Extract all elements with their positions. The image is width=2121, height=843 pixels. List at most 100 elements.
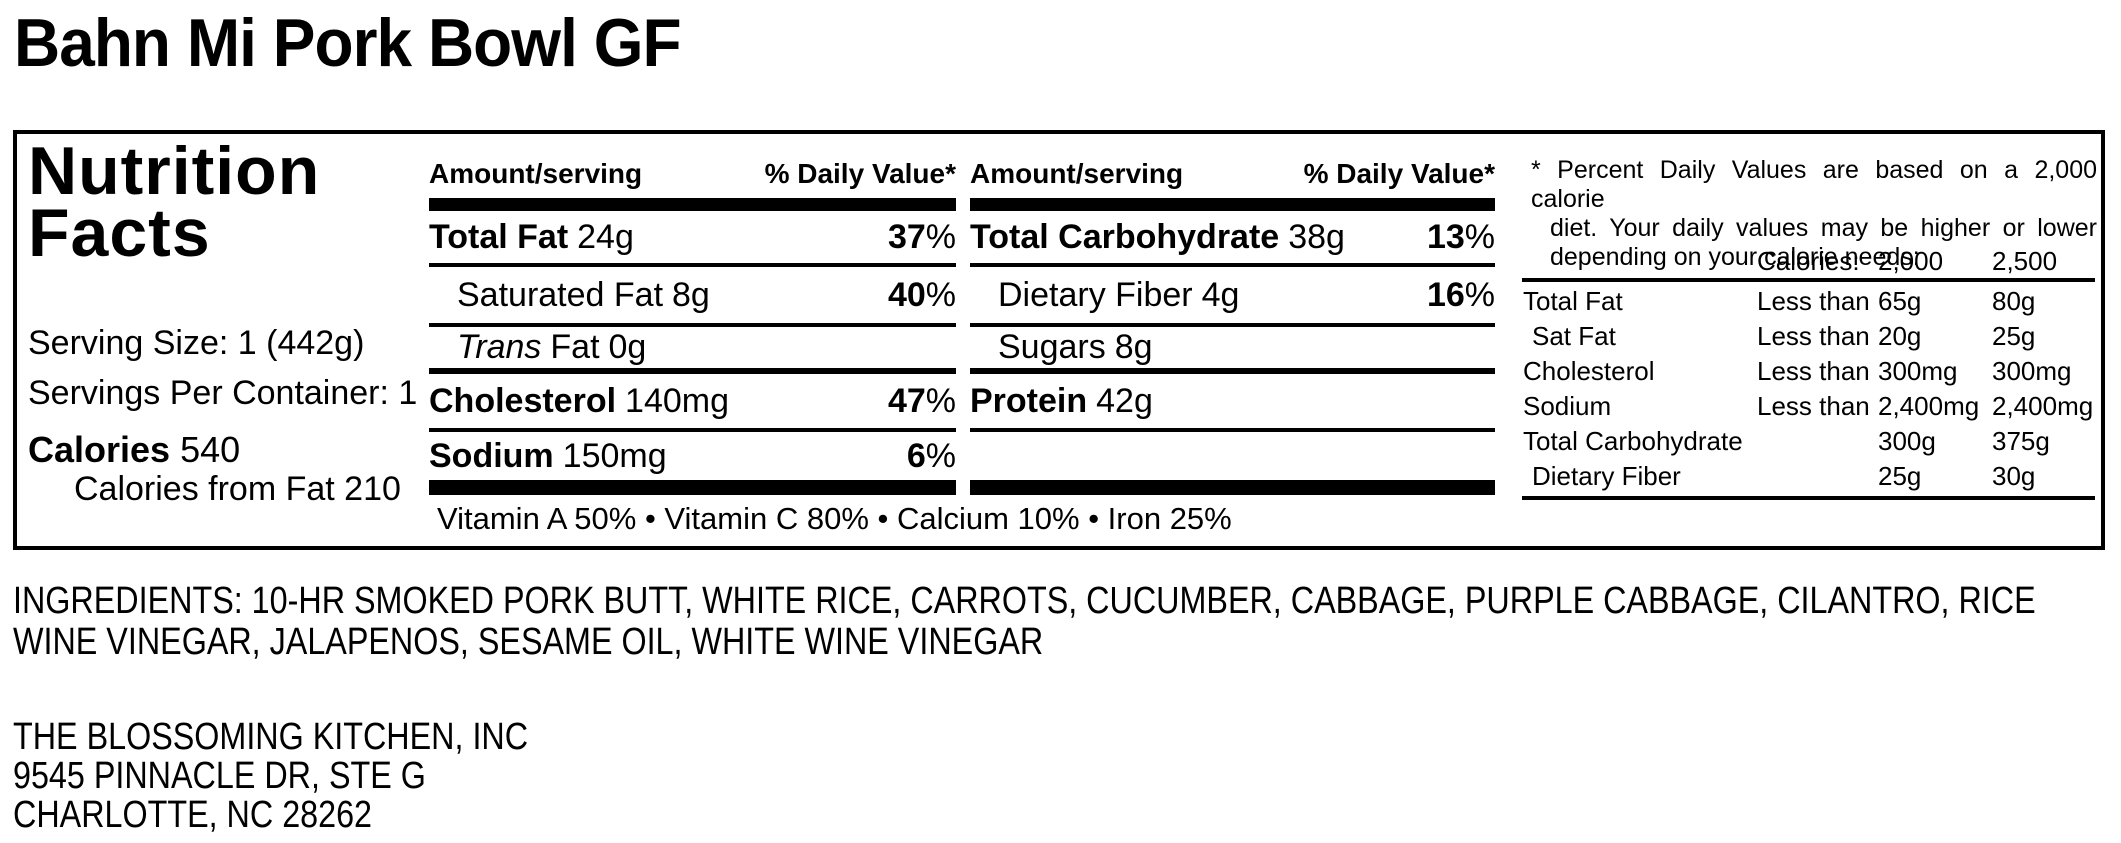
calories-2000: 2,000 [1878,246,1944,276]
ref-v2500: 80g [1992,286,2036,316]
footnote-line: depending on your calorie needs: [1550,243,1920,271]
calories-from-fat: Calories from Fat 210 [74,470,401,508]
ref-label: Sodium [1523,391,1612,421]
row-cholesterol: Cholesterol 140mg 47% [429,374,956,432]
nutrient-label: Fat [550,328,600,366]
nutrient-dv: 16 [1426,275,1465,314]
ingredients-line: WINE VINEGAR, JALAPENOS, SESAME OIL, WHI… [13,621,1044,663]
nutrient-dv: 6 [906,436,926,475]
footnote-line: diet. Your daily values may be higher or… [1550,214,2097,242]
nutrient-column-1: Amount/serving % Daily Value* Total Fat … [429,134,956,495]
panel-left-section: Nutrition Facts Serving Size: 1 (442g) S… [28,133,423,508]
row-dietary-fiber: Dietary Fiber 4g 16% [970,267,1495,327]
nutrient-amount: 38g [1288,217,1345,256]
row-empty [970,432,1495,480]
divider-bar [970,480,1495,495]
calories-value: 540 [180,429,241,470]
ref-label: Sat Fat [1532,321,1616,351]
percent-sign: % [1464,275,1495,314]
percent-sign: % [925,381,956,420]
product-title: Bahn Mi Pork Bowl GF [14,5,682,81]
ref-qualifier [1757,459,1878,494]
manufacturer-address: THE BLOSSOMING KITCHEN, INC 9545 PINNACL… [13,718,528,835]
address-street: 9545 PINNACLE DR, STE G [13,755,426,797]
calories-reference-row: Calories: 2,000 2,500 [1509,246,2095,276]
reference-table-top-rule [1522,278,2095,282]
divider-bar [970,198,1495,211]
ref-v2500: 300mg [1992,356,2072,386]
nutrient-label: Total Fat [429,217,569,256]
nutrient-amount: 0g [608,328,647,366]
nutrient-label: Protein [970,381,1088,420]
nutrition-facts-heading: Nutrition Facts [28,133,321,271]
serving-size: Serving Size: 1 (442g) [28,324,365,362]
nutrient-dv: 37 [887,217,926,256]
nutrient-label: Dietary Fiber [998,275,1193,314]
ref-qualifier [1757,424,1878,459]
ref-v2500: 2,400mg [1992,391,2094,421]
ref-label: Cholesterol [1523,356,1655,386]
ref-qualifier: Less than [1757,356,1870,386]
row-trans-fat: Trans Fat 0g [429,327,956,374]
nutrient-amount: 150mg [562,436,667,475]
reference-table-bottom-rule [1522,496,2095,500]
ref-v2000: 300mg [1878,356,1958,386]
ref-v2000: 2,400mg [1878,391,1980,421]
column-header-1: Amount/serving % Daily Value* [429,134,956,198]
nutrition-facts-panel: Nutrition Facts Serving Size: 1 (442g) S… [13,130,2105,550]
nutrient-label: Cholesterol [429,381,617,420]
percent-sign: % [925,217,956,256]
nutrient-label-italic: Trans [457,328,542,366]
percent-sign: % [925,436,956,475]
percent-sign: % [925,275,956,314]
daily-value-header: % Daily Value* [764,158,956,189]
calories-ref-label: Calories: [1757,246,1860,276]
percent-sign: % [1464,217,1495,256]
ref-v2000: 300g [1878,426,1936,456]
ref-label: Total Carbohydrate [1523,426,1743,456]
nutrient-amount: 42g [1096,381,1153,420]
ref-qualifier: Less than [1757,321,1870,351]
nutrient-dv: 13 [1426,217,1465,256]
ingredients-statement: INGREDIENTS: 10-HR SMOKED PORK BUTT, WHI… [13,581,2036,663]
nutrient-column-2: Amount/serving % Daily Value* Total Carb… [970,134,1495,495]
ref-v2000: 25g [1878,461,1922,491]
vitamins-line: Vitamin A 50% • Vitamin C 80% • Calcium … [437,501,1232,536]
ref-v2500: 30g [1992,461,2036,491]
nutrient-label: Total Carbohydrate [970,217,1280,256]
nutrient-amount: 4g [1201,275,1240,314]
ref-v2000: 65g [1878,286,1922,316]
nutrient-dv: 47 [887,381,926,420]
nutrient-amount: 8g [672,275,710,314]
row-saturated-fat: Saturated Fat 8g 40% [429,267,956,327]
manufacturer-name: THE BLOSSOMING KITCHEN, INC [13,716,529,758]
servings-per-container: Servings Per Container: 1 [28,374,418,412]
amount-serving-header: Amount/serving [970,158,1184,189]
daily-value-footnote: * Percent Daily Values are based on a 2,… [1531,156,2097,272]
column-header-2: Amount/serving % Daily Value* [970,134,1495,198]
daily-value-reference-panel: * Percent Daily Values are based on a 2,… [1509,134,2103,546]
daily-value-header: % Daily Value* [1303,158,1495,189]
ref-v2000: 20g [1878,321,1922,351]
ref-v2500: 25g [1992,321,2036,351]
ref-label: Dietary Fiber [1532,461,1681,491]
amount-serving-header: Amount/serving [429,158,643,189]
nutrient-dv: 40 [887,275,926,314]
row-protein: Protein 42g [970,374,1495,432]
divider-bar [429,480,956,495]
nutrient-amount: 24g [577,217,634,256]
calories-row: Calories 540 [28,430,240,470]
calories-2500: 2,500 [1992,246,2058,276]
nutrient-label: Saturated Fat [457,275,664,314]
nutrient-label: Sugars [998,328,1106,366]
nutrient-label: Sodium [429,436,554,475]
row-total-fat: Total Fat 24g 37% [429,211,956,267]
ref-label: Total Fat [1523,286,1623,316]
address-city-state-zip: CHARLOTTE, NC 28262 [13,794,373,836]
ref-v2500: 375g [1992,426,2050,456]
ingredients-line: INGREDIENTS: 10-HR SMOKED PORK BUTT, WHI… [13,580,2036,622]
row-total-carbohydrate: Total Carbohydrate 38g 13% [970,211,1495,267]
row-sodium: Sodium 150mg 6% [429,432,956,480]
ref-qualifier: Less than [1757,286,1870,316]
